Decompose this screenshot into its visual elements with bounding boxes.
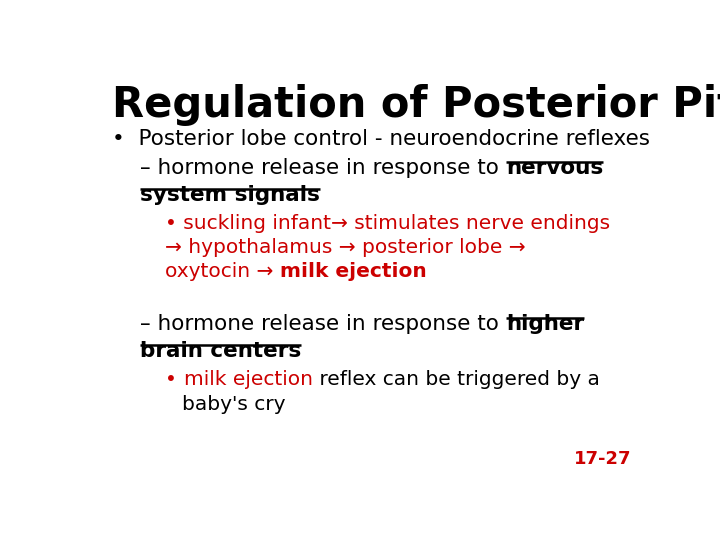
Text: – hormone release in response to: – hormone release in response to [140, 158, 506, 178]
Text: nervous: nervous [506, 158, 603, 178]
Text: system signals: system signals [140, 185, 320, 205]
Text: baby's cry: baby's cry [182, 395, 286, 414]
Text: → hypothalamus → posterior lobe →: → hypothalamus → posterior lobe → [166, 238, 526, 257]
Text: 17-27: 17-27 [574, 450, 631, 468]
Text: milk ejection: milk ejection [280, 262, 427, 281]
Text: – hormone release in response to: – hormone release in response to [140, 314, 506, 334]
Text: reflex can be triggered by a: reflex can be triggered by a [312, 370, 600, 389]
Text: Regulation of Posterior Pituitary: Regulation of Posterior Pituitary [112, 84, 720, 125]
Text: • suckling infant→ stimulates nerve endings: • suckling infant→ stimulates nerve endi… [166, 214, 611, 233]
Text: •  Posterior lobe control - neuroendocrine reflexes: • Posterior lobe control - neuroendocrin… [112, 129, 650, 149]
Text: brain centers: brain centers [140, 341, 302, 361]
Text: milk ejection: milk ejection [184, 370, 312, 389]
Text: •: • [166, 370, 184, 389]
Text: higher: higher [506, 314, 584, 334]
Text: oxytocin →: oxytocin → [166, 262, 280, 281]
